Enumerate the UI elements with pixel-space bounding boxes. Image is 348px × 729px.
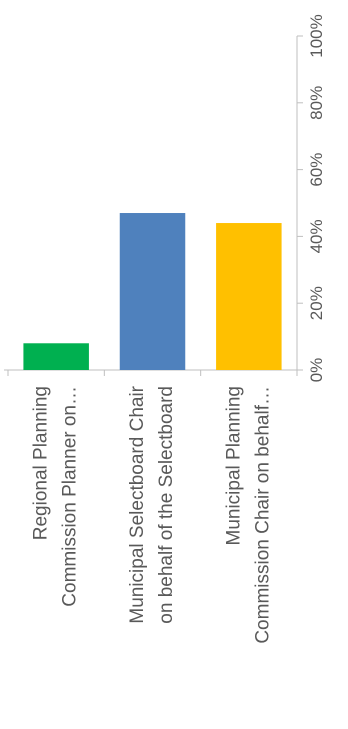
value-tick-label: 100% <box>307 14 326 57</box>
value-tick-label: 80% <box>307 86 326 120</box>
category-label: Commission Planner on… <box>60 386 81 607</box>
category-label: on behalf of the Selectboard <box>156 386 177 624</box>
bar <box>23 343 89 370</box>
category-label: Municipal Planning <box>223 386 244 546</box>
bar <box>216 223 282 370</box>
value-tick-label: 20% <box>307 286 326 320</box>
bar <box>119 213 186 370</box>
value-tick-label: 0% <box>307 358 326 383</box>
category-label: Regional Planning <box>31 386 52 540</box>
category-label: Municipal Selectboard Chair <box>127 385 148 623</box>
value-tick-label: 60% <box>307 153 326 187</box>
value-tick-label: 40% <box>307 219 326 253</box>
category-label: Commission Chair on behalf… <box>252 386 273 644</box>
